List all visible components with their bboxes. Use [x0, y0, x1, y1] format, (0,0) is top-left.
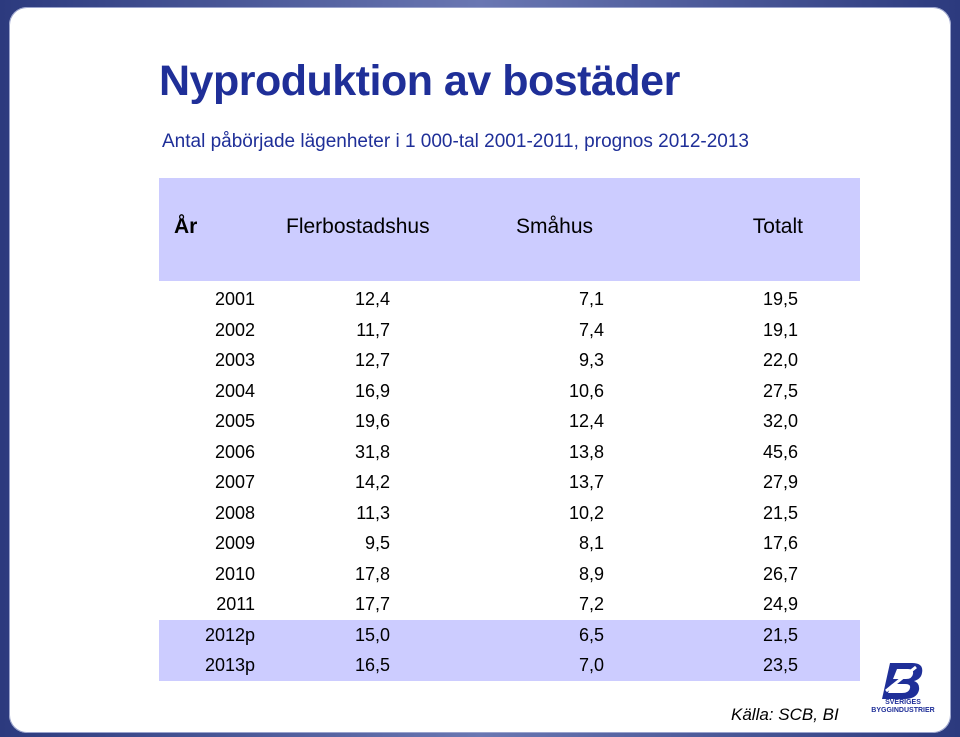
- cell-flerbostadshus: 31,8: [354, 441, 390, 462]
- cell-flerbostadshus: 11,3: [356, 502, 390, 523]
- cell-smahus: 6,5: [578, 624, 604, 645]
- cell-flerbostadshus: 16,5: [354, 655, 390, 675]
- cell-totalt: 26,7: [762, 563, 798, 584]
- table-header: År Flerbostadshus Småhus Totalt: [159, 178, 860, 281]
- cell-totalt: 21,5: [762, 624, 798, 645]
- cell-year: 2006: [214, 441, 255, 462]
- cell-year: 2012p: [204, 624, 255, 645]
- cell-totalt: 22,0: [762, 350, 798, 370]
- table-row: 2002 11,7 7,4 19,1: [159, 315, 860, 346]
- table-row: 2008 11,3 10,2 21,5: [159, 498, 860, 529]
- cell-smahus: 7,1: [578, 289, 604, 309]
- table-row: 2010 17,8 8,9 26,7: [159, 559, 860, 590]
- cell-year: 2010: [214, 563, 255, 584]
- slide: [9, 7, 951, 733]
- cell-smahus: 8,1: [578, 533, 604, 553]
- cell-smahus: 7,2: [578, 594, 604, 614]
- cell-smahus: 8,9: [578, 563, 604, 584]
- cell-smahus: 7,0: [578, 655, 604, 675]
- slide-title: Nyproduktion av bostäder: [159, 57, 680, 105]
- cell-totalt: 32,0: [762, 411, 798, 431]
- cell-year: 2013p: [204, 655, 255, 675]
- cell-totalt: 23,5: [762, 655, 798, 675]
- table-body: 2001 12,4 7,1 19,5 2002 11,7 7,4 19,1 2003 12,7 9,…: [159, 284, 860, 681]
- cell-totalt: 17,6: [762, 533, 798, 553]
- cell-year: 2001: [214, 289, 255, 309]
- cell-year: 2003: [214, 350, 255, 370]
- cell-flerbostadshus: 17,8: [354, 563, 390, 584]
- cell-flerbostadshus: 14,2: [354, 472, 390, 492]
- cell-totalt: 27,5: [762, 380, 798, 401]
- table-row: 2009 9,5 8,1 17,6: [159, 528, 860, 559]
- table-row: 2003 12,7 9,3 22,0: [159, 345, 860, 376]
- table-row: 2007 14,2 13,7 27,9: [159, 467, 860, 498]
- header-year: År: [174, 215, 198, 238]
- table-row: 2012p 15,0 6,5 21,5: [159, 619, 860, 650]
- cell-smahus: 7,4: [578, 319, 604, 340]
- cell-smahus: 13,7: [568, 472, 604, 492]
- cell-year: 2007: [214, 472, 255, 492]
- logo-mark-icon: [882, 663, 923, 699]
- cell-totalt: 21,5: [762, 502, 798, 523]
- table-row: 2013p 16,5 7,0 23,5: [159, 650, 860, 681]
- table-row: 2004 16,9 10,6 27,5: [159, 376, 860, 407]
- cell-smahus: 13,8: [568, 441, 604, 462]
- cell-flerbostadshus: 12,4: [354, 289, 390, 309]
- cell-smahus: 9,3: [578, 350, 604, 370]
- cell-totalt: 19,1: [762, 319, 798, 340]
- cell-totalt: 45,6: [762, 441, 798, 462]
- housing-table: År Flerbostadshus Småhus Totalt 2001 12,4…: [159, 178, 860, 681]
- table-row: 2011 17,7 7,2 24,9: [159, 589, 860, 620]
- cell-year: 2009: [214, 533, 255, 553]
- cell-flerbostadshus: 19,6: [354, 411, 390, 431]
- cell-flerbostadshus: 11,7: [356, 319, 390, 340]
- sveriges-byggindustrier-logo-icon: SVERIGES BYGGINDUSTRIER: [868, 661, 938, 715]
- cell-smahus: 10,2: [568, 502, 604, 523]
- header-flerbostadshus: Flerbostadshus: [286, 215, 430, 238]
- logo-text-line1: SVERIGES: [885, 699, 921, 706]
- cell-flerbostadshus: 15,0: [354, 624, 390, 645]
- cell-flerbostadshus: 16,9: [354, 380, 390, 401]
- cell-totalt: 24,9: [762, 594, 798, 614]
- cell-smahus: 10,6: [568, 380, 604, 401]
- cell-year: 2008: [214, 502, 255, 523]
- header-smahus: Småhus: [516, 215, 594, 238]
- source-note: Källa: SCB, BI: [731, 705, 839, 724]
- table-row: 2001 12,4 7,1 19,5: [159, 284, 860, 315]
- table-row: 2005 19,6 12,4 32,0: [159, 406, 860, 437]
- cell-totalt: 19,5: [762, 289, 798, 309]
- cell-totalt: 27,9: [762, 472, 798, 492]
- header-totalt: Totalt: [752, 215, 803, 238]
- logo-text-line2: BYGGINDUSTRIER: [871, 707, 935, 714]
- table-row: 2006 31,8 13,8 45,6: [159, 437, 860, 468]
- slide-subtitle: Antal påbörjade lägenheter i 1 000-tal 2…: [162, 131, 749, 152]
- cell-year: 2004: [214, 380, 255, 401]
- cell-year: 2002: [214, 319, 255, 340]
- cell-year: 2011: [216, 594, 255, 614]
- cell-flerbostadshus: 17,7: [354, 594, 390, 614]
- cell-year: 2005: [214, 411, 255, 431]
- cell-flerbostadshus: 9,5: [364, 533, 390, 553]
- cell-smahus: 12,4: [568, 411, 604, 431]
- cell-flerbostadshus: 12,7: [354, 350, 390, 370]
